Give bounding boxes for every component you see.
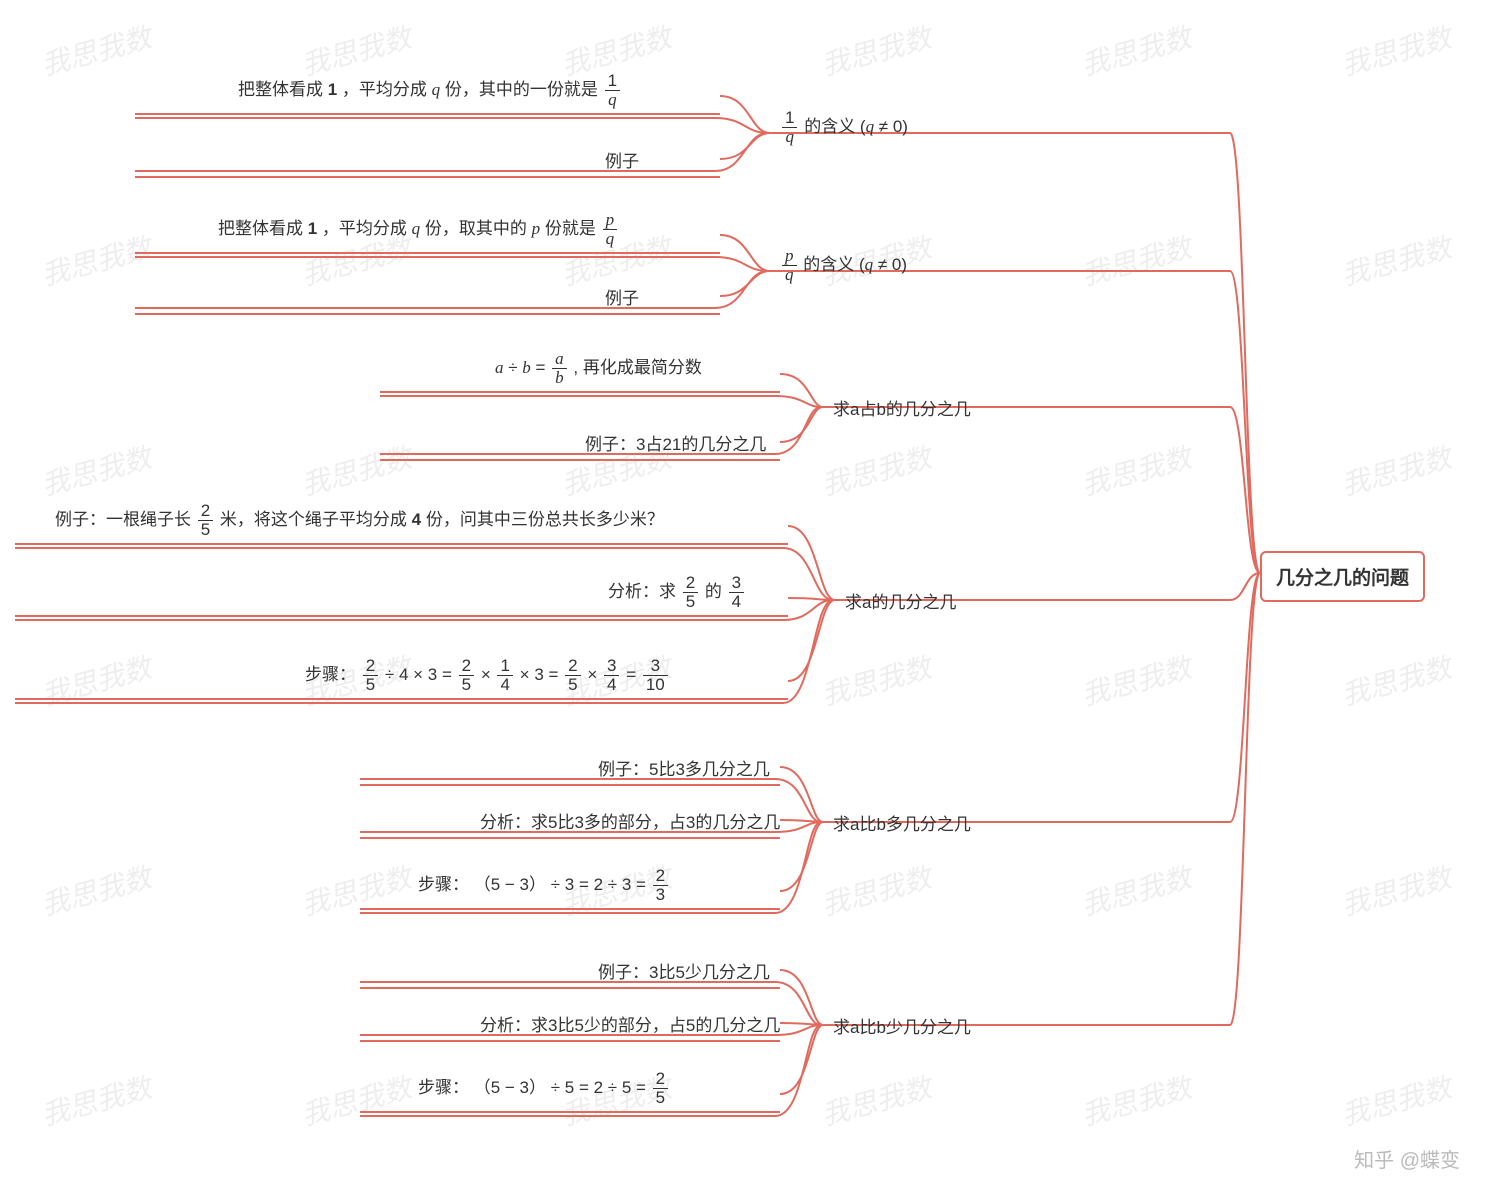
leaf-node: 例子 xyxy=(605,284,639,309)
connector-line xyxy=(775,779,821,822)
connector-line xyxy=(783,600,833,703)
leaf-node: 步骤： 25 ÷ 4 × 3 = 25 × 14 × 3 = 25 × 34 =… xyxy=(305,657,670,694)
connector-line xyxy=(788,526,835,600)
connector-line xyxy=(780,970,823,1025)
leaf-node: 把整体看成 1 ，平均分成 q 份，其中的一份就是 1q xyxy=(238,72,622,109)
connector-line xyxy=(1230,271,1260,573)
connector-line xyxy=(780,407,823,442)
leaf-node: 例子：5比3多几分之几 xyxy=(598,755,770,780)
root-node: 几分之几的问题 xyxy=(1260,551,1425,602)
leaf-node: 分析：求3比5少的部分，占5的几分之几 xyxy=(480,1011,780,1036)
branch-label: 1q 的含义 (q ≠ 0) xyxy=(780,109,908,146)
leaf-node: 分析：求 25 的 34 xyxy=(608,574,746,611)
leaf-node: 例子：一根绳子长 25 米，将这个绳子平均分成 4 份，问其中三份总共长多少米？ xyxy=(55,502,664,539)
connector-line xyxy=(720,96,770,133)
connector-line xyxy=(720,271,770,296)
leaf-node: 例子 xyxy=(605,147,639,172)
connector-line xyxy=(780,767,823,822)
leaf-node: 分析：求5比3多的部分，占3的几分之几 xyxy=(480,808,780,833)
connector-line xyxy=(720,235,770,271)
branch-label: pq 的含义 (q ≠ 0) xyxy=(780,247,907,284)
leaf-node: 例子：3占21的几分之几 xyxy=(585,430,766,455)
connector-line xyxy=(775,982,821,1025)
branch-label: 求a比b多几分之几 xyxy=(833,810,971,835)
branch-label: 求a比b少几分之几 xyxy=(833,1013,971,1038)
leaf-node: 步骤： （5 − 3） ÷ 3 = 2 ÷ 3 = 23 xyxy=(418,867,670,904)
attribution: 知乎 @蝶变 xyxy=(1354,1144,1460,1173)
connector-line xyxy=(720,133,770,159)
branch-label: 求a占b的几分之几 xyxy=(833,395,971,420)
connector-line xyxy=(788,600,835,681)
connector-line xyxy=(715,118,768,133)
connector-line xyxy=(1230,573,1260,1025)
leaf-node: 把整体看成 1 ，平均分成 q 份，取其中的 p 份就是 pq xyxy=(218,211,619,248)
leaf-node: 步骤： （5 − 3） ÷ 5 = 2 ÷ 5 = 25 xyxy=(418,1070,670,1107)
leaf-node: 例子：3比5少几分之几 xyxy=(598,958,770,983)
leaf-node: a ÷ b = ab , 再化成最简分数 xyxy=(495,350,702,387)
connector-line xyxy=(1230,133,1260,573)
mindmap-canvas: 我思我数我思我数我思我数我思我数我思我数我思我数我思我数我思我数我思我数我思我数… xyxy=(0,0,1490,1193)
branch-label: 求a的几分之几 xyxy=(845,588,956,613)
connector-line xyxy=(780,374,823,407)
connector-line xyxy=(715,257,768,271)
